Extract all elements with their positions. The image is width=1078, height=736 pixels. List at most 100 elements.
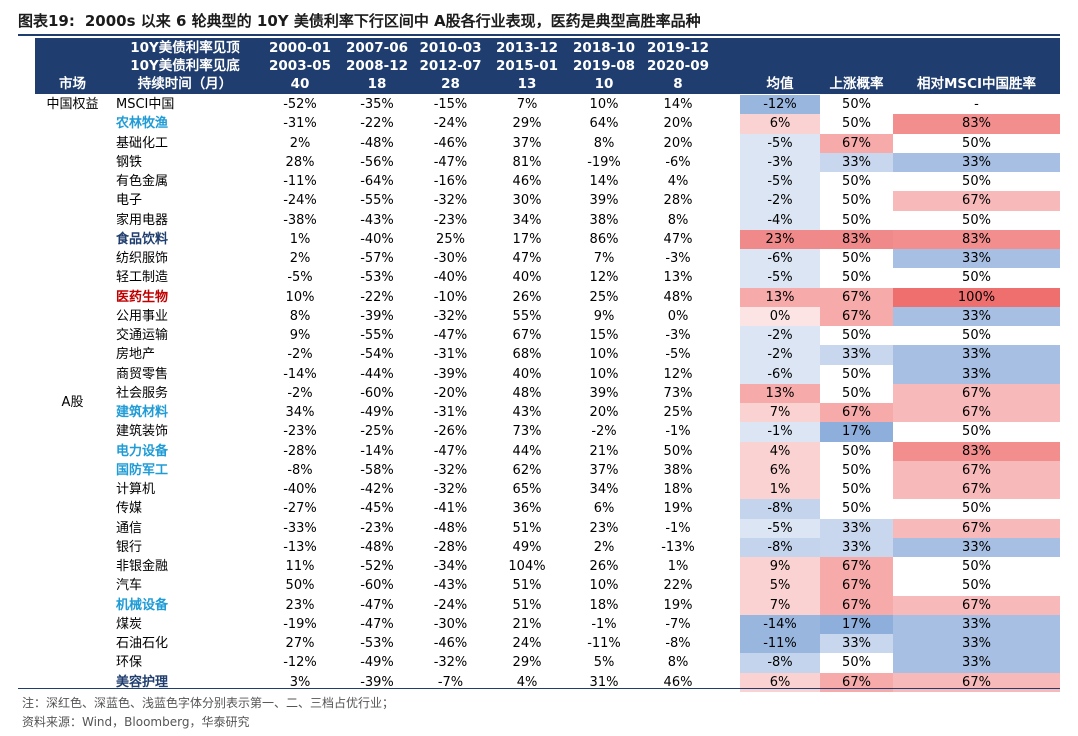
period-return-cell: 12% (663, 366, 693, 382)
period-return-cell: 48% (663, 289, 693, 305)
win-rate-cell: 67% (820, 306, 893, 326)
header-win-rate-label: 上涨概率 (829, 76, 884, 92)
table-row: 商贸零售 -14% -44% -39% 40% 10% 12% -6% 50% 33% (35, 364, 1060, 384)
industry-name: 银行 (116, 539, 143, 555)
header-peak-label: 10Y美债利率见顶 (130, 40, 240, 56)
period-return-cell: -8% (665, 636, 691, 651)
header-period-1-months: 40 (290, 76, 310, 92)
header-period-3-months: 28 (441, 76, 460, 92)
period-return-cell: -43% (433, 578, 468, 594)
industry-name: 商贸零售 (116, 366, 169, 382)
header-period-6-months: 8 (673, 76, 683, 92)
period-return-cell: -27% (283, 501, 317, 517)
industry-name: 国防军工 (116, 462, 169, 478)
header-period-6-end: 2020-09 (647, 58, 709, 74)
header-period-4-start: 2013-12 (496, 40, 558, 56)
period-return-cell: 7% (516, 97, 538, 112)
industry-name: 房地产 (116, 347, 156, 363)
period-return-cell: 10% (589, 347, 619, 363)
period-return-cell: 0% (667, 308, 689, 324)
period-return-cell: -39% (360, 308, 394, 324)
win-rate-cell: 33% (820, 634, 893, 654)
period-return-cell: -30% (433, 616, 468, 632)
win-rate-cell: 50% (820, 480, 893, 500)
period-return-cell: 23% (285, 597, 315, 613)
period-return-cell: 64% (589, 116, 619, 132)
win-rate-cell: 17% (820, 614, 893, 634)
relative-win-rate-cell: 33% (893, 653, 1060, 673)
relative-win-rate-cell: 33% (893, 614, 1060, 634)
period-return-cell: -14% (360, 443, 394, 459)
period-return-cell: -44% (360, 366, 394, 382)
period-return-cell: 81% (512, 154, 542, 170)
average-cell: -3% (740, 152, 820, 172)
period-return-cell: -53% (360, 270, 394, 286)
period-return-cell: 62% (512, 462, 542, 478)
period-return-cell: -1% (665, 520, 691, 536)
period-return-cell: -46% (433, 135, 468, 151)
period-return-cell: 19% (663, 597, 693, 613)
period-return-cell: 34% (512, 212, 542, 228)
header-period-3-end: 2012-07 (419, 58, 482, 74)
header-duration-label: 持续时间（月） (137, 76, 233, 92)
table-row: 环保 -12% -49% -32% 29% 5% 8% -8% 50% 33% (35, 653, 1060, 673)
relative-win-rate-cell: 83% (893, 441, 1060, 461)
period-return-cell: -31% (433, 405, 468, 420)
win-rate-cell: 50% (820, 441, 893, 461)
period-return-cell: -38% (283, 212, 317, 228)
period-return-cell: -32% (433, 655, 468, 671)
relative-win-rate-cell: 33% (893, 537, 1060, 557)
header-period-2-start: 2007-06 (346, 40, 408, 56)
table-row: 钢铁 28% -56% -47% 81% -19% -6% -3% 33% 33% (35, 152, 1060, 172)
period-return-cell: -10% (433, 289, 468, 305)
period-return-cell: -47% (360, 616, 394, 632)
period-return-cell: 67% (512, 328, 542, 343)
period-return-cell: 9% (593, 308, 615, 324)
win-rate-cell: 33% (820, 537, 893, 557)
period-return-cell: -48% (360, 135, 394, 151)
period-return-cell: -6% (665, 154, 691, 170)
period-return-cell: 14% (589, 174, 619, 189)
period-return-cell: -49% (360, 655, 394, 671)
period-return-cell: -32% (433, 482, 468, 497)
period-return-cell: 51% (512, 578, 542, 594)
average-cell: 6% (740, 114, 820, 134)
average-cell: -8% (740, 653, 820, 673)
period-return-cell: -47% (433, 154, 468, 170)
period-return-cell: 2% (289, 135, 311, 151)
figure-title: 图表19: 2000s 以来 6 轮典型的 10Y 美债利率下行区间中 A股各行业… (18, 10, 1060, 36)
period-return-cell: -53% (360, 636, 394, 651)
period-return-cell: 29% (512, 116, 542, 132)
period-return-cell: -14% (283, 366, 317, 382)
period-return-cell: 7% (593, 251, 615, 266)
period-return-cell: 18% (589, 597, 619, 613)
period-return-cell: -2% (287, 347, 313, 363)
table-row: 房地产 -2% -54% -31% 68% 10% -5% -2% 33% 33% (35, 345, 1060, 365)
period-return-cell: 86% (589, 231, 619, 247)
period-return-cell: -13% (661, 539, 695, 555)
period-return-cell: 34% (285, 405, 315, 420)
market-label-china-equity: 中国权益 (46, 97, 99, 112)
table-bottom-rule (18, 688, 1060, 689)
industry-name: 非银金融 (116, 559, 169, 574)
industry-name: 医药生物 (116, 289, 169, 305)
period-return-cell: -19% (587, 154, 621, 170)
table-row: 电子 -24% -55% -32% 30% 39% 28% -2% 50% 67% (35, 191, 1060, 211)
period-return-cell: -39% (360, 674, 394, 690)
win-rate-cell: 83% (820, 229, 893, 249)
period-return-cell: 8% (667, 655, 689, 671)
period-return-cell: -39% (433, 366, 468, 382)
period-return-cell: 22% (663, 578, 693, 594)
relative-win-rate-cell: 50% (893, 210, 1060, 230)
period-return-cell: -40% (283, 482, 317, 497)
header-period-5-end: 2019-08 (573, 58, 635, 74)
period-return-cell: 46% (663, 674, 693, 690)
figure-title-text: 2000s 以来 6 轮典型的 10Y 美债利率下行区间中 A股各行业表现，医药… (84, 12, 701, 30)
industry-name: 汽车 (116, 578, 143, 594)
relative-win-rate-cell: 83% (893, 114, 1060, 134)
period-return-cell: 47% (663, 231, 693, 247)
period-return-cell: 13% (663, 270, 693, 286)
win-rate-cell: 33% (820, 518, 893, 538)
industry-name: 电力设备 (116, 443, 169, 459)
header-period-5-start: 2018-10 (573, 40, 635, 56)
